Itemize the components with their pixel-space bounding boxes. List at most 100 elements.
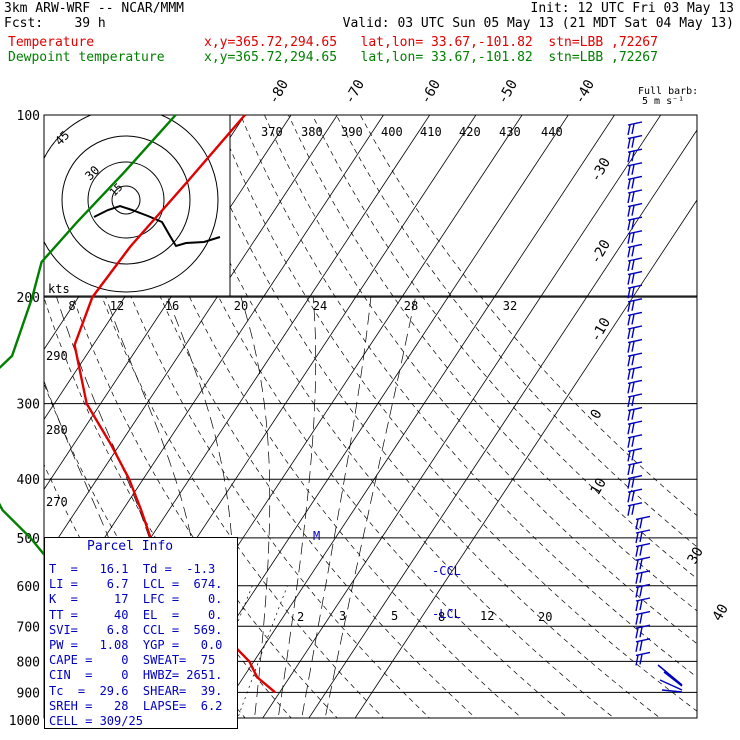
moist-adiabat [301,297,372,718]
wind-barb [627,284,643,299]
moist-adiabat [240,297,271,718]
wind-barb [627,447,643,462]
pressure-label: 300 [17,398,40,413]
dry-adiabat [192,115,661,718]
dry-adiabat [335,115,697,548]
hodograph-trace [93,204,221,248]
mixing-ratio-line [237,585,288,718]
mixing-ratio-label: 12 [480,609,494,623]
wind-barb [635,597,651,612]
barb-legend-label: Full barb: [638,86,698,97]
hodograph-speed-label: 20 [234,299,248,313]
hodograph-speed-label: 12 [110,299,124,313]
wind-barb [627,189,643,204]
wind-barb [627,175,643,190]
dry-adiabat [264,115,697,645]
isotherm-label: -30 [588,155,615,185]
pressure-label: 1000 [9,714,40,729]
parcel-row: K = 17 LFC = 0. [49,592,223,607]
forecast-hour: Fcst: 39 h [4,16,106,31]
wind-barb [627,338,643,353]
wind-barb [627,325,643,340]
wind-barb [635,583,651,598]
isotherm-line [216,115,615,718]
temperature-legend: Temperature [8,35,95,50]
theta-label: 290 [46,349,68,363]
hodograph-ring [87,161,165,239]
pressure-label: 700 [17,620,40,635]
wind-barb [635,610,651,625]
wind-barb [627,148,643,163]
temperature-location: x,y=365.72,294.65 lat,lon= 33.67,-101.82… [204,35,658,50]
dry-adiabat [72,115,431,718]
wind-barb [627,257,643,272]
dry-adiabat [44,296,292,718]
hodograph-unit-label: kts [48,282,70,296]
wind-barb [627,311,643,326]
theta-label: 280 [46,423,68,437]
wind-barb [627,270,643,285]
wind-barb [627,461,643,476]
hodograph-ring [111,185,141,215]
theta-label: 380 [301,125,323,139]
wind-barb [635,570,651,584]
wind-barb [635,624,651,639]
init-time: Init: 12 UTC Fri 03 May 13 [530,1,735,16]
wind-barb [627,121,643,136]
wind-barb [635,651,651,666]
pressure-label: 600 [17,580,40,595]
parcel-row: Tc = 29.6 SHEAR= 39. [49,683,223,698]
dry-adiabat [311,115,697,580]
isotherm-label: -40 [572,77,599,107]
mixing-ratio-label: 3 [339,609,346,623]
wind-barb [627,393,643,408]
theta-label: 410 [420,125,442,139]
isotherm-label: 40 [710,601,732,624]
hodograph-speed-label: 32 [503,299,517,313]
pressure-label: 200 [17,291,40,306]
wind-barb [627,216,643,231]
wind-barb [635,638,651,652]
isotherm-label: -20 [588,237,615,267]
theta-label: 400 [381,125,403,139]
isotherm-label: 10 [588,475,610,498]
hodograph-frame [44,115,231,297]
isotherm-label: 30 [685,544,707,567]
theta-label: 420 [459,125,481,139]
dry-adiabat [144,115,569,718]
pressure-label: 800 [17,655,40,670]
parcel-row: PW = 1.08 YGP = 0.0 [49,638,223,652]
isotherm-line [44,115,338,561]
pressure-label: 100 [17,109,40,124]
hodograph-speed-label: 28 [404,299,418,313]
wind-barb [635,529,651,544]
hodograph-speed-label: 24 [313,299,327,313]
dry-adiabat [240,115,697,678]
theta-label: 270 [46,495,68,509]
theta-label: 440 [541,125,563,139]
wind-barb [635,542,651,557]
isotherm-label: -60 [418,77,445,107]
parcel-row: SREH = 28 LAPSE= 6.2 [49,698,223,713]
parcel-row: T = 16.1 Td = -1.3 [49,562,216,576]
mixing-ratio-label: 5 [391,609,398,623]
isotherm-label: -50 [495,77,522,107]
moist-adiabat [324,297,416,718]
wind-barb [627,474,643,489]
theta-label: 370 [261,125,283,139]
wind-barb [627,352,643,367]
parcel-row: CELL = 309/25 [49,714,143,728]
dewpoint-legend: Dewpoint temperature [8,50,165,65]
valid-time: Valid: 03 UTC Sun 05 May 13 (21 MDT Sat … [342,16,734,31]
plot-frame [43,114,698,719]
dry-adiabat [359,115,697,517]
isotherm-label: -70 [342,77,369,107]
wind-barb [627,366,643,380]
wind-barb [657,664,683,693]
dry-adiabat [96,115,477,718]
isotherm-line [308,129,697,718]
parcel-row: LI = 6.7 LCL = 674. [49,577,223,592]
model-title: 3km ARW-WRF -- NCAR/MMM [4,1,185,16]
wind-barb [627,488,643,503]
wind-barb [627,243,643,258]
